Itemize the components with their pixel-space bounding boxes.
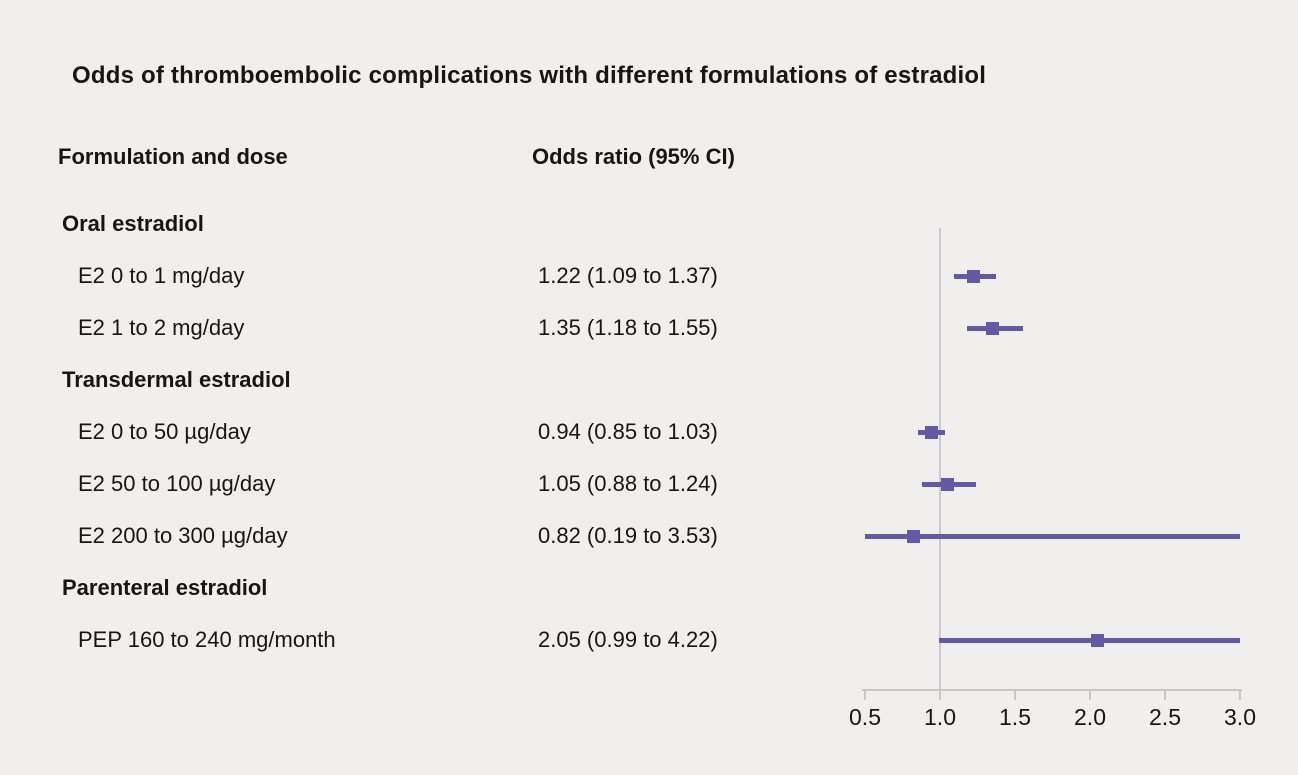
- data-row: E2 50 to 100 µg/day 1.05 (0.88 to 1.24): [0, 458, 1298, 510]
- row-label: E2 0 to 50 µg/day: [78, 419, 251, 444]
- data-row: PEP 160 to 240 mg/month 2.05 (0.99 to 4.2…: [0, 614, 1298, 666]
- point-estimate-marker: [906, 529, 920, 543]
- group-label-row: Oral estradiol: [0, 198, 1298, 250]
- column-header-odds-ratio: Odds ratio (95% CI): [532, 144, 735, 169]
- data-row: E2 0 to 1 mg/day 1.22 (1.09 to 1.37): [0, 250, 1298, 302]
- x-axis-line: [862, 689, 1242, 691]
- odds-ratio-value: 1.35 (1.18 to 1.55): [538, 315, 718, 340]
- x-axis-tick-label: 2.0: [1074, 704, 1106, 730]
- group-label-row: Parenteral estradiol: [0, 562, 1298, 614]
- x-axis-tick-label: 2.5: [1149, 704, 1181, 730]
- confidence-interval-line: [938, 637, 1240, 643]
- x-axis-tick: [1089, 690, 1091, 700]
- x-axis-tick: [939, 690, 941, 700]
- x-axis-tick-label: 3.0: [1224, 704, 1256, 730]
- reference-line: [939, 228, 941, 690]
- group-label: Transdermal estradiol: [62, 367, 291, 392]
- odds-ratio-value: 1.22 (1.09 to 1.37): [538, 263, 718, 288]
- row-label: E2 0 to 1 mg/day: [78, 263, 245, 288]
- x-axis-tick: [1164, 690, 1166, 700]
- data-row: E2 200 to 300 µg/day 0.82 (0.19 to 3.53): [0, 510, 1298, 562]
- x-axis-tick-label: 1.5: [999, 704, 1031, 730]
- odds-ratio-value: 1.05 (0.88 to 1.24): [538, 471, 718, 496]
- x-axis-tick: [1239, 690, 1241, 700]
- point-estimate-marker: [1091, 633, 1104, 647]
- data-row: E2 0 to 50 µg/day 0.94 (0.85 to 1.03): [0, 406, 1298, 458]
- chart-title: Odds of thromboembolic complications wit…: [72, 62, 987, 89]
- point-estimate-marker: [924, 425, 938, 439]
- confidence-interval-line: [865, 533, 1240, 539]
- odds-ratio-value: 2.05 (0.99 to 4.22): [538, 627, 718, 652]
- odds-ratio-value: 0.94 (0.85 to 1.03): [538, 419, 718, 444]
- point-estimate-marker: [941, 477, 954, 491]
- column-header-formulation: Formulation and dose: [58, 144, 288, 169]
- point-estimate-marker: [986, 321, 999, 335]
- x-axis-tick: [864, 690, 866, 700]
- x-axis-tick-label: 0.5: [849, 704, 881, 730]
- row-label: E2 200 to 300 µg/day: [78, 523, 288, 548]
- point-estimate-marker: [966, 269, 980, 283]
- group-label-row: Transdermal estradiol: [0, 354, 1298, 406]
- data-row: E2 1 to 2 mg/day 1.35 (1.18 to 1.55): [0, 302, 1298, 354]
- odds-ratio-value: 0.82 (0.19 to 3.53): [538, 523, 718, 548]
- row-label: PEP 160 to 240 mg/month: [78, 627, 336, 652]
- row-label: E2 50 to 100 µg/day: [78, 471, 276, 496]
- x-axis-tick-label: 1.0: [924, 704, 956, 730]
- group-label: Oral estradiol: [62, 211, 204, 236]
- x-axis-tick: [1014, 690, 1016, 700]
- row-label: E2 1 to 2 mg/day: [78, 315, 245, 340]
- group-label: Parenteral estradiol: [62, 575, 268, 600]
